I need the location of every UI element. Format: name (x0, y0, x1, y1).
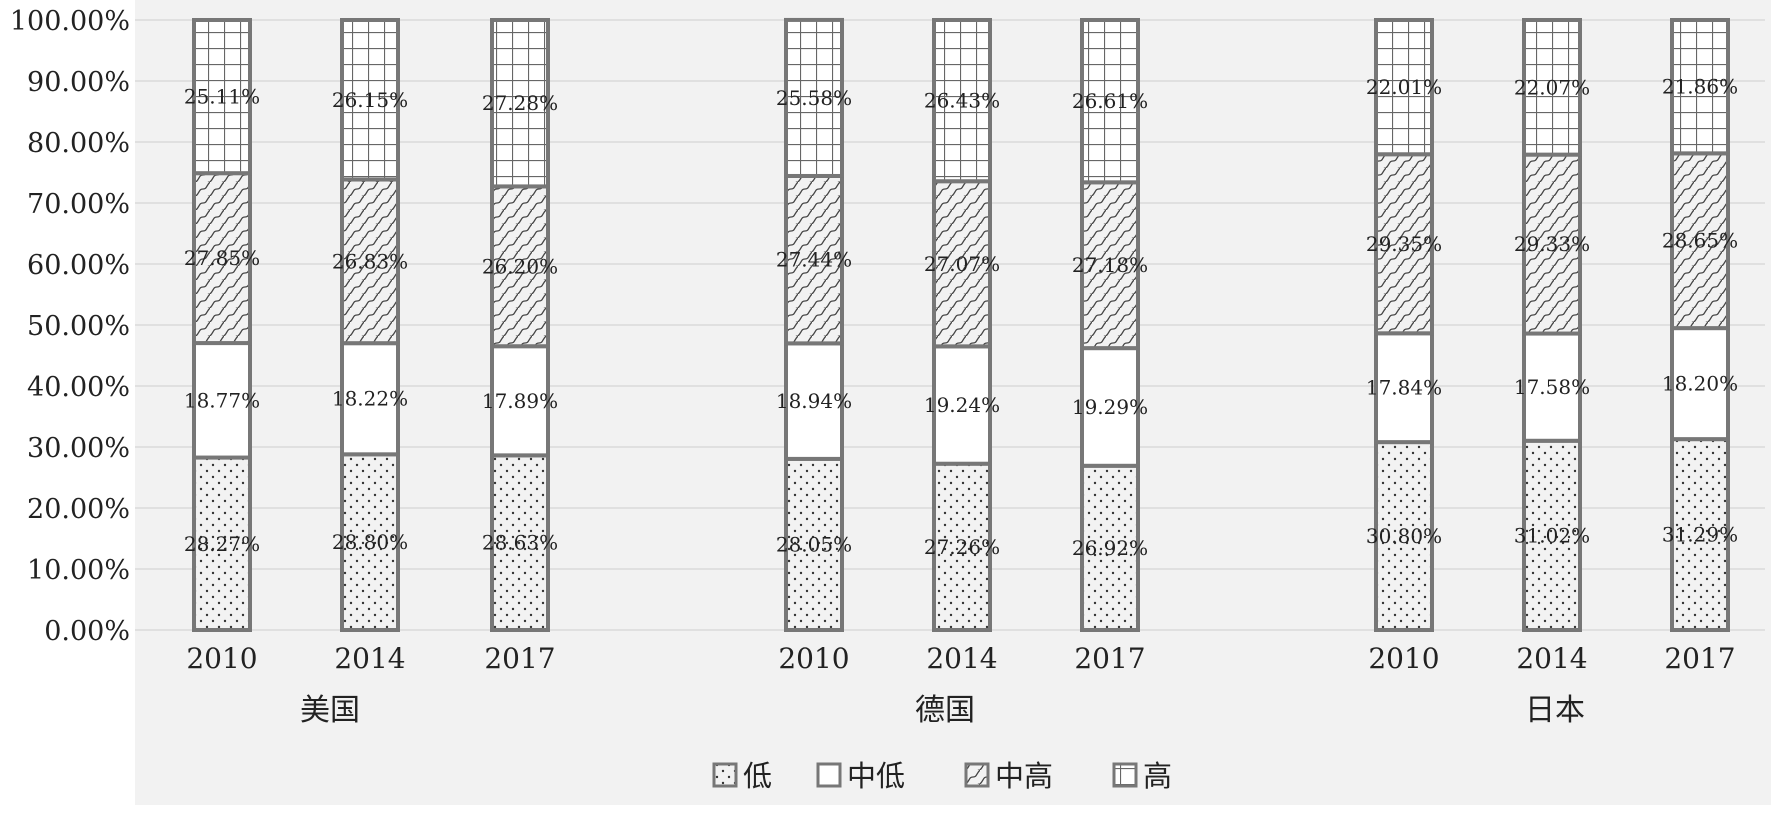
data-label: 31.29% (1662, 523, 1738, 547)
bar-segment (490, 18, 550, 189)
data-label: 18.77% (184, 388, 260, 412)
data-label: 22.07% (1514, 75, 1590, 99)
bar-segment (784, 173, 844, 346)
data-label: 27.26% (924, 535, 1000, 559)
bar-segment (1374, 440, 1434, 632)
bar-segment (490, 453, 550, 632)
x-group-label: 德国 (915, 693, 975, 728)
data-label: 29.33% (1514, 232, 1590, 256)
data-label: 28.65% (1662, 229, 1738, 253)
data-label: 28.05% (776, 532, 852, 556)
bar-segment (932, 18, 992, 184)
data-label: 17.89% (482, 389, 558, 413)
data-label: 17.58% (1514, 375, 1590, 399)
bar-segment (340, 452, 400, 632)
data-label: 27.18% (1072, 253, 1148, 277)
data-label: 28.27% (184, 532, 260, 556)
y-tick-label: 90.00% (27, 67, 130, 98)
y-tick-label: 70.00% (27, 189, 130, 220)
legend-label: 中高 (995, 759, 1053, 793)
bar-segment (1080, 180, 1140, 351)
data-label: 26.61% (1072, 89, 1148, 113)
data-label: 28.63% (482, 531, 558, 555)
data-label: 17.84% (1366, 376, 1442, 400)
legend-swatch (712, 762, 738, 788)
bar-segment (1080, 18, 1140, 185)
bar-segment (1522, 18, 1582, 157)
data-label: 27.28% (482, 91, 558, 115)
data-label: 25.58% (776, 86, 852, 110)
x-tick-label: 2017 (484, 642, 555, 675)
data-label: 26.20% (482, 254, 558, 278)
x-tick-label: 2014 (926, 642, 997, 675)
legend-label: 高 (1143, 759, 1172, 793)
bar-segment (192, 18, 252, 176)
bar-segment (784, 456, 844, 632)
data-label: 26.15% (332, 88, 408, 112)
data-label: 26.43% (924, 89, 1000, 113)
x-tick-label: 2014 (334, 642, 405, 675)
bar-segment (1374, 331, 1434, 445)
data-label: 31.02% (1514, 523, 1590, 547)
data-label: 27.44% (776, 248, 852, 272)
y-tick-label: 60.00% (27, 250, 130, 281)
bar-segment (784, 17, 844, 178)
bar-segment (192, 341, 252, 460)
data-label: 27.07% (924, 252, 1000, 276)
bar-segment (340, 18, 400, 182)
bar-segment (784, 341, 844, 461)
data-label: 18.94% (776, 389, 852, 413)
x-tick-label: 2010 (186, 642, 257, 675)
data-label: 21.86% (1662, 75, 1738, 99)
bar-segment (192, 171, 252, 346)
bar-segment (932, 344, 992, 466)
y-tick-label: 80.00% (27, 128, 130, 159)
x-group-label: 日本 (1525, 693, 1585, 728)
y-tick-label: 0.00% (44, 616, 130, 647)
legend-label: 中低 (847, 759, 905, 793)
x-tick-label: 2010 (778, 642, 849, 675)
x-tick-label: 2017 (1664, 642, 1735, 675)
data-label: 18.20% (1662, 372, 1738, 396)
data-label: 18.22% (332, 387, 408, 411)
bar-segment (340, 177, 400, 346)
data-label: 26.92% (1072, 536, 1148, 560)
data-label: 19.29% (1072, 395, 1148, 419)
bar-segment (192, 455, 252, 633)
legend-swatch (1112, 762, 1138, 788)
bar-segment (1374, 152, 1434, 336)
data-label: 25.11% (184, 85, 260, 109)
y-tick-label: 10.00% (27, 555, 130, 586)
data-label: 29.35% (1366, 232, 1442, 256)
legend-label: 低 (743, 759, 772, 793)
x-tick-label: 2017 (1074, 642, 1145, 675)
legend-swatch (816, 762, 842, 788)
bar-segment (340, 341, 400, 457)
y-tick-label: 40.00% (27, 372, 130, 403)
y-tick-label: 30.00% (27, 433, 130, 464)
data-label: 28.80% (332, 530, 408, 554)
data-label: 30.80% (1366, 524, 1442, 548)
data-label: 22.01% (1366, 75, 1442, 99)
y-tick-label: 50.00% (27, 311, 130, 342)
x-tick-label: 2010 (1368, 642, 1439, 675)
data-label: 19.24% (924, 393, 1000, 417)
y-tick-label: 20.00% (27, 494, 130, 525)
x-group-label: 美国 (300, 693, 360, 728)
x-tick-label: 2014 (1516, 642, 1587, 675)
data-label: 26.83% (332, 249, 408, 273)
legend-swatch (964, 762, 990, 788)
bar-segment (1374, 18, 1434, 157)
data-label: 27.85% (184, 246, 260, 270)
bar-segment (932, 461, 992, 632)
y-tick-label: 100.00% (10, 6, 130, 37)
bar-segment (932, 179, 992, 349)
bar-segment (1670, 18, 1730, 156)
